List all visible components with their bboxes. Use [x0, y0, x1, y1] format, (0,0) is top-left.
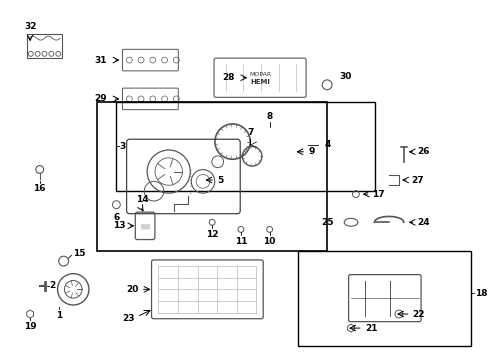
Text: MOPAR: MOPAR — [248, 72, 270, 77]
Text: 29: 29 — [94, 94, 106, 103]
Text: 5: 5 — [217, 176, 223, 185]
Bar — [298, 251, 470, 346]
Text: 14: 14 — [136, 195, 148, 204]
Text: 24: 24 — [417, 218, 429, 227]
Text: 13: 13 — [113, 221, 125, 230]
Text: 3: 3 — [119, 142, 125, 151]
Bar — [115, 102, 374, 190]
Text: 12: 12 — [205, 230, 218, 239]
Text: 2: 2 — [49, 281, 56, 290]
Text: 18: 18 — [474, 289, 487, 298]
Text: 28: 28 — [222, 73, 234, 82]
Text: 1: 1 — [56, 311, 62, 320]
Text: 7: 7 — [247, 128, 253, 137]
Text: 30: 30 — [338, 72, 350, 81]
Text: 6: 6 — [113, 212, 119, 221]
Text: 25: 25 — [320, 218, 333, 227]
Text: 9: 9 — [307, 147, 314, 156]
Text: 27: 27 — [410, 176, 423, 185]
Text: 11: 11 — [234, 237, 246, 246]
Text: 21: 21 — [364, 324, 377, 333]
Text: 32: 32 — [24, 22, 36, 31]
Text: 20: 20 — [126, 285, 139, 294]
Text: 4: 4 — [324, 140, 330, 149]
Bar — [97, 102, 326, 251]
Text: 22: 22 — [412, 310, 425, 319]
Text: 10: 10 — [263, 237, 275, 246]
Text: 31: 31 — [94, 55, 106, 64]
Text: 16: 16 — [33, 184, 46, 193]
Text: |||||: ||||| — [140, 223, 150, 229]
Text: 8: 8 — [266, 112, 272, 121]
Text: 17: 17 — [372, 190, 385, 199]
Text: 15: 15 — [73, 249, 86, 258]
Text: HEMI: HEMI — [249, 78, 269, 85]
Text: 26: 26 — [417, 147, 429, 156]
Text: 23: 23 — [122, 314, 135, 323]
Text: 19: 19 — [24, 322, 37, 331]
